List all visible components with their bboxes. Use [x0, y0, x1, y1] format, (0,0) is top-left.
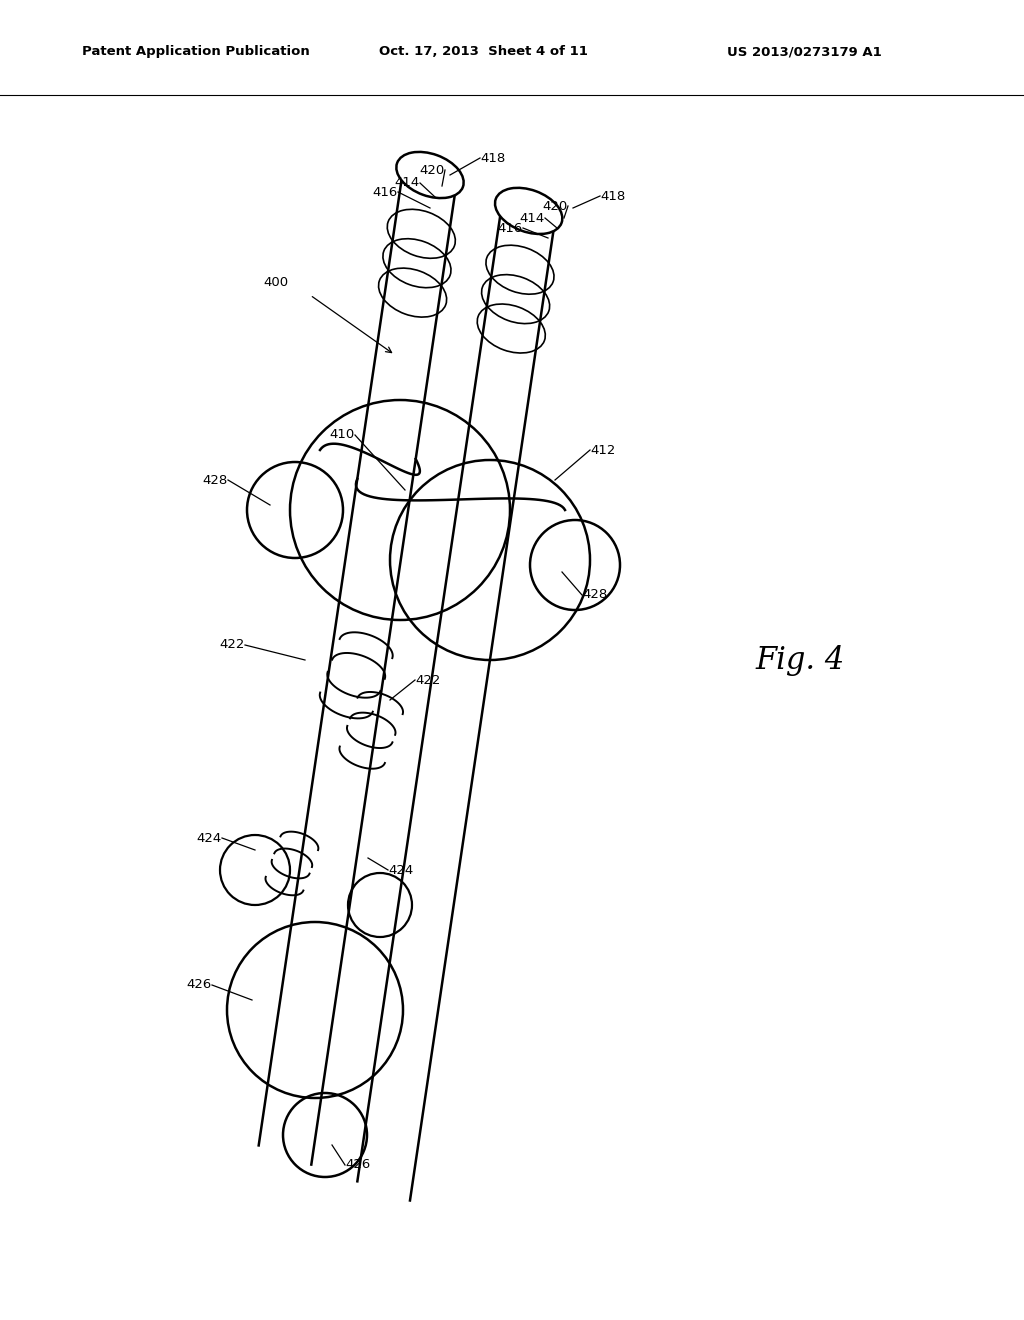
Text: 420: 420 [420, 164, 445, 177]
Text: 426: 426 [186, 978, 212, 991]
Polygon shape [259, 165, 457, 1164]
Text: 418: 418 [600, 190, 626, 202]
Text: Fig. 4: Fig. 4 [756, 644, 845, 676]
Text: 424: 424 [197, 832, 222, 845]
Ellipse shape [396, 152, 464, 198]
Text: 414: 414 [394, 177, 420, 190]
Text: 412: 412 [590, 444, 615, 457]
Text: 416: 416 [498, 222, 523, 235]
Text: 422: 422 [219, 639, 245, 652]
Text: 428: 428 [582, 589, 607, 602]
Ellipse shape [495, 187, 562, 234]
Text: 416: 416 [373, 186, 398, 198]
Text: 420: 420 [543, 199, 568, 213]
Text: Patent Application Publication: Patent Application Publication [82, 45, 309, 58]
Polygon shape [357, 202, 555, 1200]
Text: 410: 410 [330, 429, 355, 441]
Text: 422: 422 [415, 673, 440, 686]
Text: 418: 418 [480, 152, 505, 165]
Text: Oct. 17, 2013  Sheet 4 of 11: Oct. 17, 2013 Sheet 4 of 11 [379, 45, 588, 58]
Text: 400: 400 [263, 276, 288, 289]
Text: 426: 426 [345, 1159, 371, 1172]
Text: 424: 424 [388, 863, 414, 876]
Text: US 2013/0273179 A1: US 2013/0273179 A1 [727, 45, 882, 58]
Text: 428: 428 [203, 474, 228, 487]
Text: 414: 414 [520, 211, 545, 224]
